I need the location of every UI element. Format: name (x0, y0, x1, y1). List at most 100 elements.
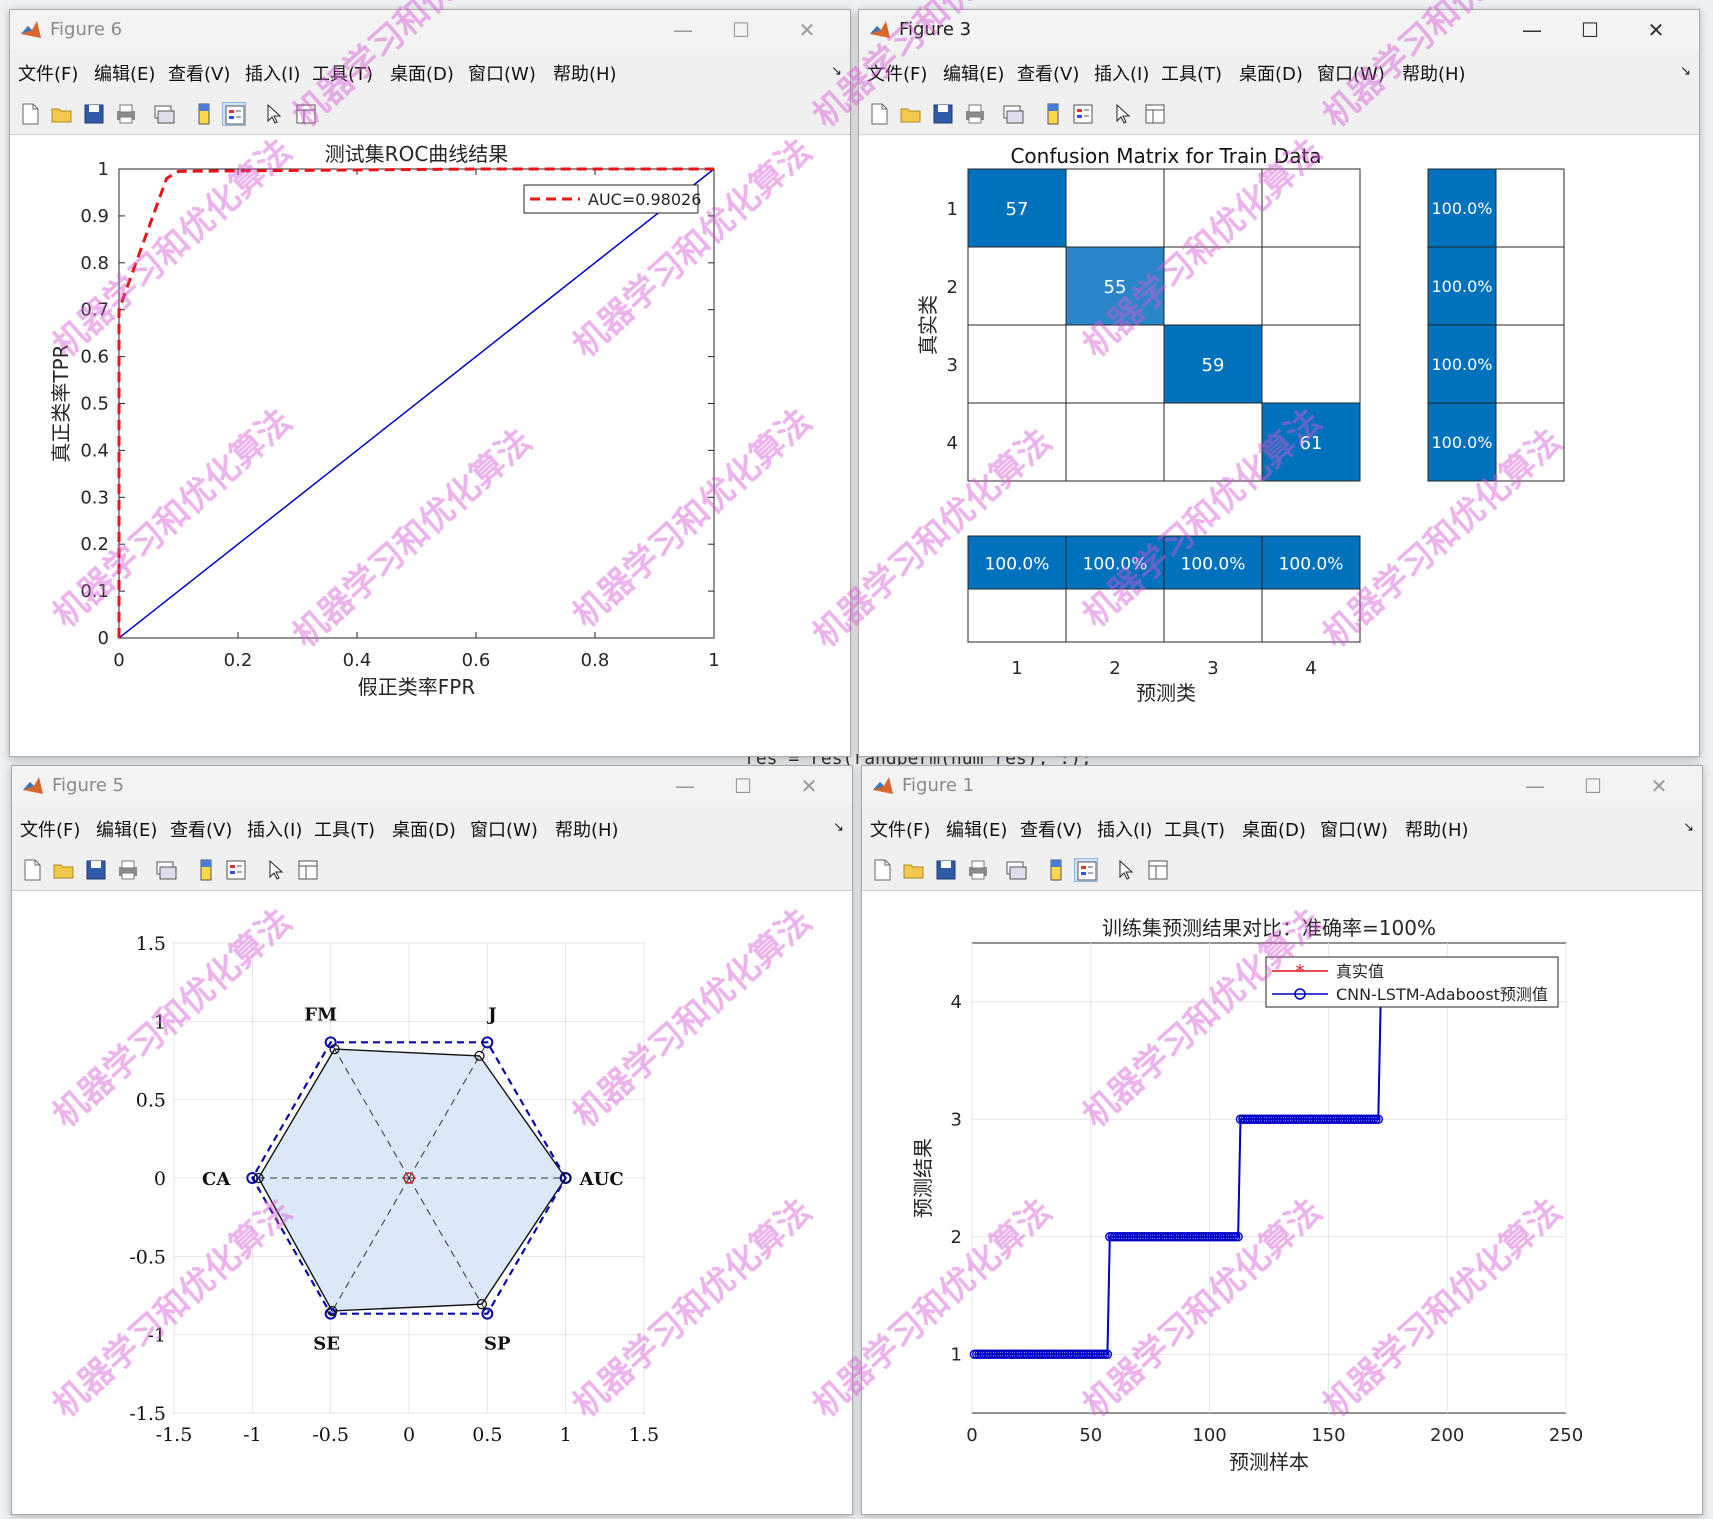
save-icon[interactable] (82, 102, 106, 126)
figure-5-window[interactable]: Figure 5 — ☐ ✕ 文件(F) 编辑(E) 查看(V) 插入(I) 工具(T)… (11, 765, 853, 1515)
minimize-icon[interactable]: — (1522, 18, 1542, 42)
figure-canvas[interactable]: -1.5 -1 -0.5 0 0.5 1 1.5 1.5 1 0.5 0 -0.5 -1 -1.5 AUC J… (12, 891, 852, 1514)
figure-6-window[interactable]: Figure 6 — ☐ ✕ 文件(F) 编辑(E) 查看(V) 插入(I) 工具(T)… (9, 9, 851, 757)
menu-item-7[interactable]: 帮助(H) (1405, 820, 1469, 841)
menu-item-4[interactable]: 工具(T) (314, 820, 376, 841)
title-bar[interactable]: Figure 3 — ☐ ✕ (859, 10, 1699, 50)
menu-item-3[interactable]: 插入(I) (245, 64, 301, 85)
close-icon[interactable]: ✕ (1647, 18, 1665, 42)
legend-icon[interactable] (222, 102, 246, 126)
new-figure-icon[interactable] (20, 858, 44, 882)
figure-canvas[interactable]: Confusion Matrix for Train Data 57 55 59 61 1… (859, 135, 1699, 756)
radar-chart[interactable]: -1.5 -1 -0.5 0 0.5 1 1.5 1.5 1 0.5 0 -0.5 -1 -1.5 AUC J… (12, 891, 853, 1515)
title-bar[interactable]: Figure 5 — ☐ ✕ (12, 766, 852, 806)
minimize-icon[interactable]: — (673, 18, 693, 42)
menu-item-3[interactable]: 插入(I) (1097, 820, 1153, 841)
menu-item-3[interactable]: 插入(I) (247, 820, 303, 841)
link-plot-icon[interactable] (1004, 858, 1028, 882)
confusion-matrix-chart[interactable]: Confusion Matrix for Train Data 57 55 59 61 1… (859, 135, 1700, 757)
new-figure-icon[interactable] (870, 858, 894, 882)
link-plot-icon[interactable] (154, 858, 178, 882)
colorbar-icon[interactable] (1044, 858, 1068, 882)
print-icon[interactable] (114, 102, 138, 126)
print-icon[interactable] (963, 102, 987, 126)
menu-item-4[interactable]: 工具(T) (1164, 820, 1226, 841)
menu-item-6[interactable]: 窗口(W) (470, 820, 538, 841)
pointer-icon[interactable] (264, 858, 288, 882)
menu-item-5[interactable]: 桌面(D) (1239, 64, 1303, 85)
prediction-chart[interactable]: 0 50 100 150 200 250 1 2 3 4 训练集预测结果对比：准确率=100% 预测样… (862, 891, 1703, 1515)
menu-item-0[interactable]: 文件(F) (870, 820, 931, 841)
print-icon[interactable] (116, 858, 140, 882)
menu-item-7[interactable]: 帮助(H) (555, 820, 619, 841)
menu-item-2[interactable]: 查看(V) (168, 64, 231, 85)
close-icon[interactable]: ✕ (798, 18, 816, 42)
legend-icon[interactable] (1071, 102, 1095, 126)
save-icon[interactable] (934, 858, 958, 882)
minimize-icon[interactable]: — (1525, 774, 1545, 798)
property-inspector-icon[interactable] (296, 858, 320, 882)
menu-item-1[interactable]: 编辑(E) (94, 64, 156, 85)
close-icon[interactable]: ✕ (800, 774, 818, 798)
menu-item-7[interactable]: 帮助(H) (1402, 64, 1466, 85)
colorbar-icon[interactable] (192, 102, 216, 126)
save-icon[interactable] (84, 858, 108, 882)
open-file-icon[interactable] (899, 102, 923, 126)
roc-chart[interactable]: 0 0.2 0.4 0.6 0.8 1 0 0.1 0.2 0.3 0.4 0.5 0.6 0.7 0.8 0… (10, 135, 851, 757)
new-figure-icon[interactable] (867, 102, 891, 126)
maximize-icon[interactable]: ☐ (1584, 774, 1602, 798)
pointer-icon[interactable] (1114, 858, 1138, 882)
title-bar[interactable]: Figure 6 — ☐ ✕ (10, 10, 850, 50)
menu-item-7[interactable]: 帮助(H) (553, 64, 617, 85)
figure-canvas[interactable]: 0 0.2 0.4 0.6 0.8 1 0 0.1 0.2 0.3 0.4 0.5 0.6 0.7 0.8 0… (10, 135, 850, 756)
open-file-icon[interactable] (50, 102, 74, 126)
pointer-icon[interactable] (262, 102, 286, 126)
menu-item-0[interactable]: 文件(F) (20, 820, 81, 841)
figure-3-window[interactable]: Figure 3 — ☐ ✕ 文件(F) 编辑(E) 查看(V) 插入(I) 工具(T)… (858, 9, 1700, 757)
menu-item-1[interactable]: 编辑(E) (943, 64, 1005, 85)
menu-item-4[interactable]: 工具(T) (312, 64, 374, 85)
open-file-icon[interactable] (902, 858, 926, 882)
menu-item-5[interactable]: 桌面(D) (392, 820, 456, 841)
link-plot-icon[interactable] (152, 102, 176, 126)
dock-arrow-icon[interactable]: ↘ (831, 64, 842, 79)
menu-item-1[interactable]: 编辑(E) (946, 820, 1008, 841)
minimize-icon[interactable]: — (675, 774, 695, 798)
colorbar-icon[interactable] (1041, 102, 1065, 126)
maximize-icon[interactable]: ☐ (734, 774, 752, 798)
dock-arrow-icon[interactable]: ↘ (833, 820, 844, 835)
menu-item-6[interactable]: 窗口(W) (1317, 64, 1385, 85)
menu-item-3[interactable]: 插入(I) (1094, 64, 1150, 85)
menu-item-0[interactable]: 文件(F) (18, 64, 79, 85)
print-icon[interactable] (966, 858, 990, 882)
legend-icon[interactable] (224, 858, 248, 882)
property-inspector-icon[interactable] (1146, 858, 1170, 882)
menu-item-1[interactable]: 编辑(E) (96, 820, 158, 841)
menu-item-5[interactable]: 桌面(D) (1242, 820, 1306, 841)
menu-item-6[interactable]: 窗口(W) (1320, 820, 1388, 841)
colorbar-icon[interactable] (194, 858, 218, 882)
figure-1-window[interactable]: Figure 1 — ☐ ✕ 文件(F) 编辑(E) 查看(V) 插入(I) 工具(T)… (861, 765, 1703, 1515)
legend-icon[interactable] (1074, 858, 1098, 882)
dock-arrow-icon[interactable]: ↘ (1680, 64, 1691, 79)
open-file-icon[interactable] (52, 858, 76, 882)
menu-item-5[interactable]: 桌面(D) (390, 64, 454, 85)
title-bar[interactable]: Figure 1 — ☐ ✕ (862, 766, 1702, 806)
close-icon[interactable]: ✕ (1650, 774, 1668, 798)
menu-item-4[interactable]: 工具(T) (1161, 64, 1223, 85)
menu-item-2[interactable]: 查看(V) (170, 820, 233, 841)
maximize-icon[interactable]: ☐ (1581, 18, 1599, 42)
menu-item-2[interactable]: 查看(V) (1020, 820, 1083, 841)
new-figure-icon[interactable] (18, 102, 42, 126)
save-icon[interactable] (931, 102, 955, 126)
pointer-icon[interactable] (1111, 102, 1135, 126)
menu-item-2[interactable]: 查看(V) (1017, 64, 1080, 85)
property-inspector-icon[interactable] (294, 102, 318, 126)
property-inspector-icon[interactable] (1143, 102, 1167, 126)
figure-canvas[interactable]: 0 50 100 150 200 250 1 2 3 4 训练集预测结果对比：准确率=100% 预测样… (862, 891, 1702, 1514)
link-plot-icon[interactable] (1001, 102, 1025, 126)
menu-item-6[interactable]: 窗口(W) (468, 64, 536, 85)
dock-arrow-icon[interactable]: ↘ (1683, 820, 1694, 835)
menu-item-0[interactable]: 文件(F) (867, 64, 928, 85)
maximize-icon[interactable]: ☐ (732, 18, 750, 42)
